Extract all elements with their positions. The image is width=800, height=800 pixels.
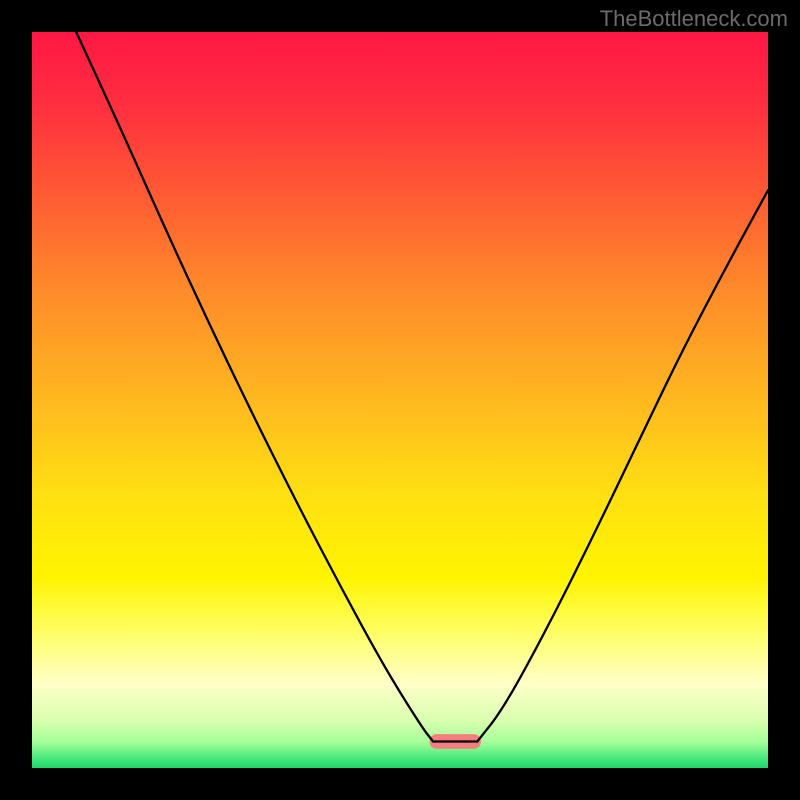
bottleneck-chart-svg (0, 0, 800, 800)
watermark-text: TheBottleneck.com (600, 6, 788, 32)
chart-frame: TheBottleneck.com (0, 0, 800, 800)
